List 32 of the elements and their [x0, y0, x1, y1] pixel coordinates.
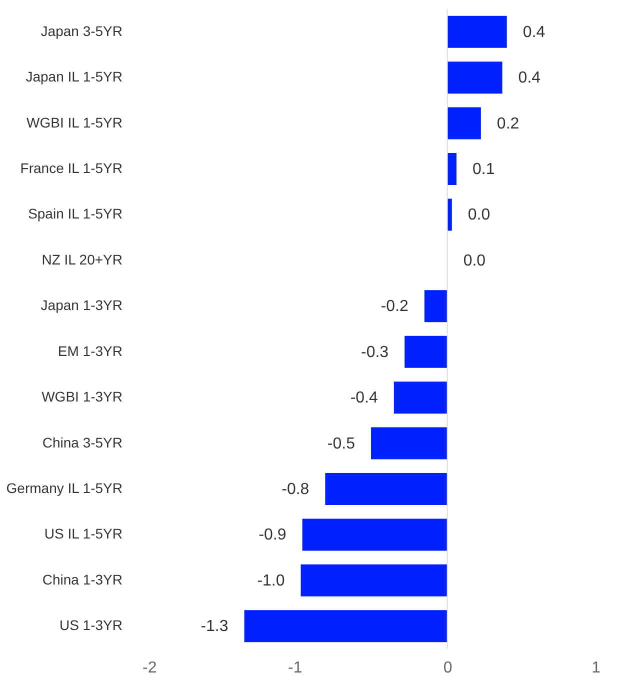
x-tick-label: 0 [443, 660, 452, 676]
y-tick-label: US 1-3YR [59, 617, 122, 634]
y-tick-label: US IL 1-5YR [44, 526, 122, 542]
y-tick-label: Japan 1-3YR [40, 297, 122, 314]
y-tick-label: WGBI IL 1-5YR [26, 114, 122, 130]
y-tick-label: Germany IL 1-5YR [6, 480, 122, 496]
data-label: -0.2 [380, 298, 409, 316]
data-label: -0.8 [282, 481, 310, 498]
x-tick-label: 1 [592, 660, 601, 676]
y-tick-label: Japan IL 1-5YR [26, 68, 122, 85]
data-label: 0.4 [518, 70, 541, 87]
y-tick-label: China 3-5YR [42, 434, 122, 450]
y-tick-label: WGBI 1-3YR [42, 388, 122, 405]
data-label: 0.0 [463, 252, 486, 270]
data-label: -0.4 [350, 390, 378, 407]
x-tick-label: -2 [142, 660, 157, 676]
data-label: -1.3 [200, 618, 228, 636]
y-tick-label: China 1-3YR [42, 571, 122, 588]
data-label: -0.9 [258, 526, 286, 544]
data-label: 0.1 [472, 161, 495, 178]
y-tick-label: Spain IL 1-5YR [28, 206, 122, 222]
data-label: 0.0 [468, 206, 490, 224]
y-tick-label: France IL 1-5YR [20, 160, 122, 176]
data-label: -0.3 [361, 344, 389, 361]
y-tick-label: NZ IL 20+YR [42, 251, 122, 268]
data-label: -1.0 [257, 572, 285, 590]
data-label: -0.5 [327, 435, 356, 452]
y-tick-label: EM 1-3YR [58, 342, 122, 359]
y-tick-label: Japan 3-5YR [40, 22, 122, 39]
x-tick-label: -1 [288, 660, 302, 676]
data-label: 0.4 [522, 24, 546, 41]
data-label: 0.2 [496, 115, 520, 132]
